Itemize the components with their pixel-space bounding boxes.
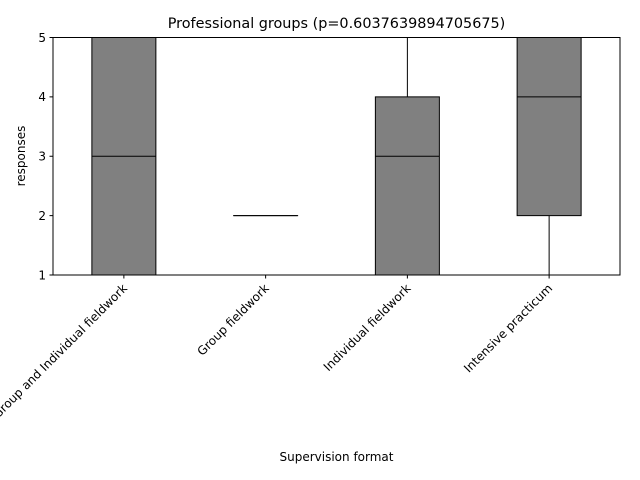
x-axis-label: Supervision format [280,450,394,464]
box [516,37,582,217]
chart-title: Professional groups (p=0.603763989470567… [168,16,506,32]
y-tick-label: 3 [38,150,46,164]
box-group [516,37,582,275]
y-tick-label: 2 [38,209,46,223]
box-group [91,37,157,276]
y-tick-label: 1 [38,268,46,282]
y-axis: 1 2 3 4 5 [38,31,53,282]
plot-area [91,37,582,276]
box-group [374,37,440,276]
y-axis-label: responses [14,126,28,187]
box [374,96,440,276]
y-tick-label: 4 [38,90,46,104]
y-tick-label: 5 [38,31,46,45]
